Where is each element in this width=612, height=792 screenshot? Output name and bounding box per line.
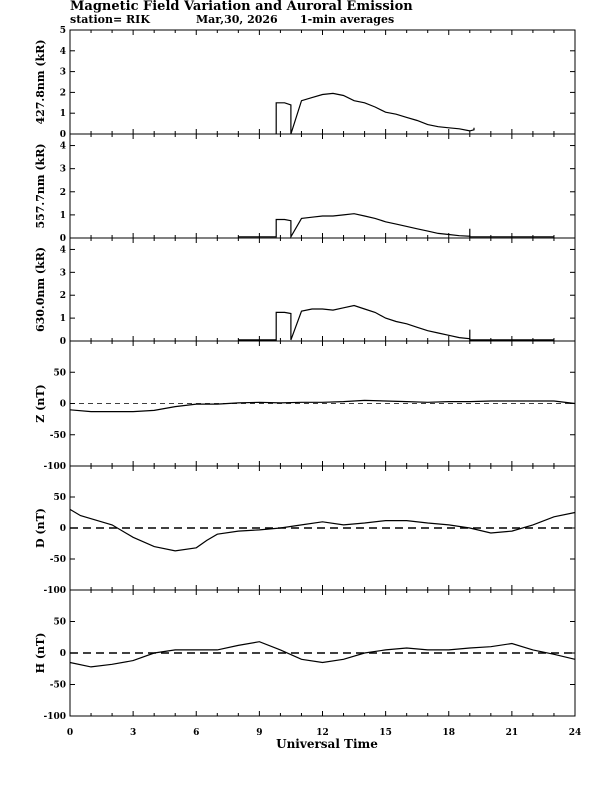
- y-tick-label: 1: [60, 314, 66, 324]
- y-tick-label: 50: [53, 493, 66, 503]
- y-tick-label: -100: [43, 586, 66, 596]
- panel-6300-frame: [69, 237, 576, 342]
- series-line-427.8nm: [275, 92, 475, 135]
- y-tick-label: 0: [60, 400, 66, 410]
- y-tick-label: 1: [60, 109, 66, 119]
- chart-title: Magnetic Field Variation and Auroral Emi…: [70, 0, 413, 14]
- x-tick-label: 21: [506, 728, 519, 738]
- y-axis-label: H (nT): [34, 633, 47, 674]
- x-tick-label: 9: [256, 728, 262, 738]
- x-tick-label: 3: [130, 728, 136, 738]
- x-tick-label: 15: [379, 728, 392, 738]
- y-tick-label: 4: [60, 142, 66, 152]
- y-tick-label: 5: [60, 26, 66, 36]
- y-tick-label: 4: [60, 245, 66, 255]
- y-tick-label: 0: [60, 234, 66, 244]
- date-label: Mar,30, 2026: [196, 13, 278, 26]
- x-tick-label: 6: [193, 728, 199, 738]
- y-tick-label: 0: [60, 524, 66, 534]
- panel-d: -100 -50 0 50 D (nT): [34, 465, 576, 596]
- panel-z: -100 -50 0 50 Z (nT): [34, 340, 576, 472]
- y-tick-label: 2: [60, 88, 66, 98]
- x-tick-label: 0: [67, 728, 73, 738]
- x-tick-label: 24: [569, 728, 582, 738]
- y-axis-label: 630.0nm (kR): [34, 247, 47, 332]
- y-axis-label: 557.7nm (kR): [34, 143, 47, 228]
- y-tick-label: 3: [60, 165, 66, 175]
- series-line-557.7nm: [238, 213, 554, 240]
- x-axis: 0 3 6 9 12 15 18 21 24: [67, 728, 581, 738]
- y-tick-label: 2: [60, 291, 66, 301]
- y-tick-label: -50: [50, 555, 66, 565]
- x-axis-label: Universal Time: [276, 737, 378, 751]
- averages-label: 1-min averages: [300, 13, 394, 26]
- panel-h: -100 -50 0 50 H (nT): [34, 589, 576, 722]
- x-tick-label: 18: [442, 728, 455, 738]
- y-tick-label: 3: [60, 268, 66, 278]
- panel-6300: 0 1 2 3 4 630.0nm (kR): [34, 237, 576, 347]
- series-line-D: [69, 508, 576, 552]
- panel-4278: 0 1 2 3 4 5 427.8nm (kR): [34, 26, 576, 140]
- y-tick-label: -100: [43, 462, 66, 472]
- y-tick-label: 1: [60, 211, 66, 221]
- y-tick-label: 50: [53, 368, 66, 378]
- y-tick-label: 0: [60, 337, 66, 347]
- panel-4278-frame: [69, 29, 576, 135]
- y-tick-label: -50: [50, 681, 66, 691]
- series-line-Z: [69, 399, 576, 413]
- panel-5577: 0 1 2 3 4 557.7nm (kR): [34, 133, 576, 244]
- y-tick-label: 0: [60, 649, 66, 659]
- y-tick-label: 3: [60, 68, 66, 78]
- y-tick-label: -50: [50, 431, 66, 441]
- y-axis-label: D (nT): [34, 508, 47, 548]
- y-tick-label: 0: [60, 130, 66, 140]
- y-axis-label: 427.8nm (kR): [34, 39, 47, 124]
- y-tick-label: 50: [53, 618, 66, 628]
- panel-5577-frame: [69, 133, 576, 239]
- y-tick-label: 2: [60, 188, 66, 198]
- x-tick-label: 12: [316, 728, 329, 738]
- series-line-H: [69, 641, 576, 668]
- station-label: station= RIK: [70, 13, 150, 26]
- y-axis-label: Z (nT): [34, 384, 47, 422]
- series-line-630.0nm: [238, 304, 554, 341]
- y-tick-label: -100: [43, 712, 66, 722]
- y-tick-label: 4: [60, 47, 66, 57]
